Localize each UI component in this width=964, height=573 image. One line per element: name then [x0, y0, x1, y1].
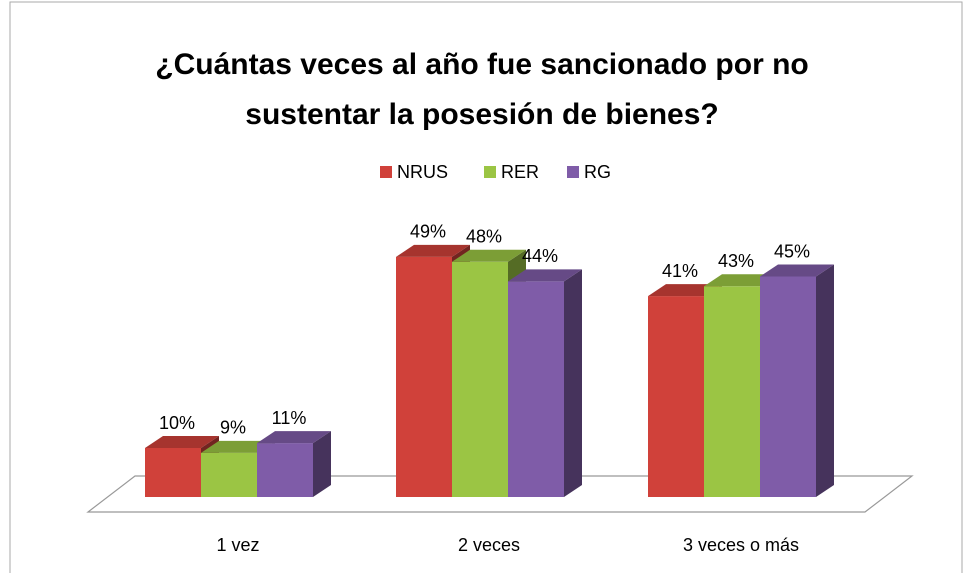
legend-label: NRUS	[397, 162, 448, 182]
bar-top	[257, 431, 331, 444]
bar-side	[816, 264, 834, 497]
bar-top	[508, 269, 582, 282]
data-label: 43%	[718, 251, 754, 271]
data-label: 49%	[410, 222, 446, 242]
bar-side	[564, 269, 582, 497]
bar	[508, 281, 564, 497]
x-tick-label: 3 veces o más	[683, 535, 799, 555]
x-tick-label: 1 vez	[216, 535, 259, 555]
data-label: 10%	[159, 413, 195, 433]
bar	[760, 276, 816, 497]
legend-label: RG	[584, 162, 611, 182]
chart-title: ¿Cuántas veces al año fue sancionado por…	[155, 48, 809, 131]
bar	[704, 286, 760, 497]
legend-swatch	[484, 166, 496, 178]
chart-frame	[9, 1, 963, 573]
x-tick-label: 2 veces	[458, 535, 520, 555]
bar	[648, 296, 704, 497]
data-label: 44%	[522, 246, 558, 266]
legend-label: RER	[501, 162, 539, 182]
bar-top	[201, 440, 275, 453]
bar-top	[452, 249, 526, 262]
bar	[145, 448, 201, 497]
data-label: 9%	[220, 418, 246, 438]
data-label: 11%	[272, 408, 307, 428]
bar	[257, 443, 313, 497]
bar-side	[313, 431, 331, 497]
bar-top	[760, 264, 834, 277]
legend-swatch	[380, 166, 392, 178]
bar-top	[145, 436, 219, 448]
bar-top	[396, 244, 470, 257]
bar-top	[648, 284, 722, 297]
data-label: 48%	[466, 227, 502, 247]
legend-swatch	[567, 166, 579, 178]
data-label: 41%	[662, 261, 698, 281]
bar	[396, 256, 452, 497]
bar-top	[704, 274, 778, 287]
bar	[201, 452, 257, 497]
data-label: 45%	[774, 241, 810, 261]
bar	[452, 261, 508, 497]
